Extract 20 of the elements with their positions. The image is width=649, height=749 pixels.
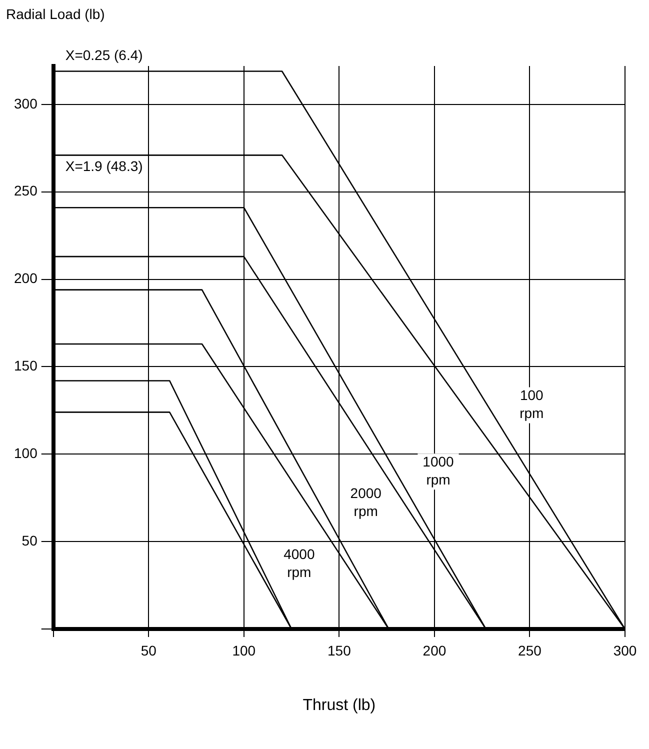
x-tick-label: 150 — [328, 642, 352, 658]
y-tick-label: 300 — [14, 95, 38, 112]
y-axis-title: Radial Load (lb) — [6, 6, 105, 22]
annotation: 2000 rpm — [350, 484, 382, 519]
y-tick-label: 100 — [14, 445, 38, 462]
annotation: 1000 rpm — [422, 454, 454, 488]
y-tick-label: 50 — [22, 532, 38, 548]
annotation: 4000 rpm — [284, 546, 315, 580]
x-tick-label: 300 — [613, 642, 637, 658]
annotation: 100 rpm — [520, 387, 544, 422]
x-axis-title: Thrust (lb) — [302, 696, 376, 714]
y-tick-label: 200 — [14, 270, 38, 286]
y-tick-label: 150 — [14, 358, 38, 374]
x-tick-label: 200 — [422, 642, 446, 658]
y-tick-label: 250 — [14, 182, 38, 199]
x-tick-label: 50 — [140, 642, 157, 658]
text: X=0.25 (6.4) — [65, 46, 143, 63]
x-tick-label: 250 — [518, 642, 542, 658]
annotation: X=1.9 (48.3) — [65, 158, 143, 174]
x-tick-label: 100 — [232, 642, 256, 658]
